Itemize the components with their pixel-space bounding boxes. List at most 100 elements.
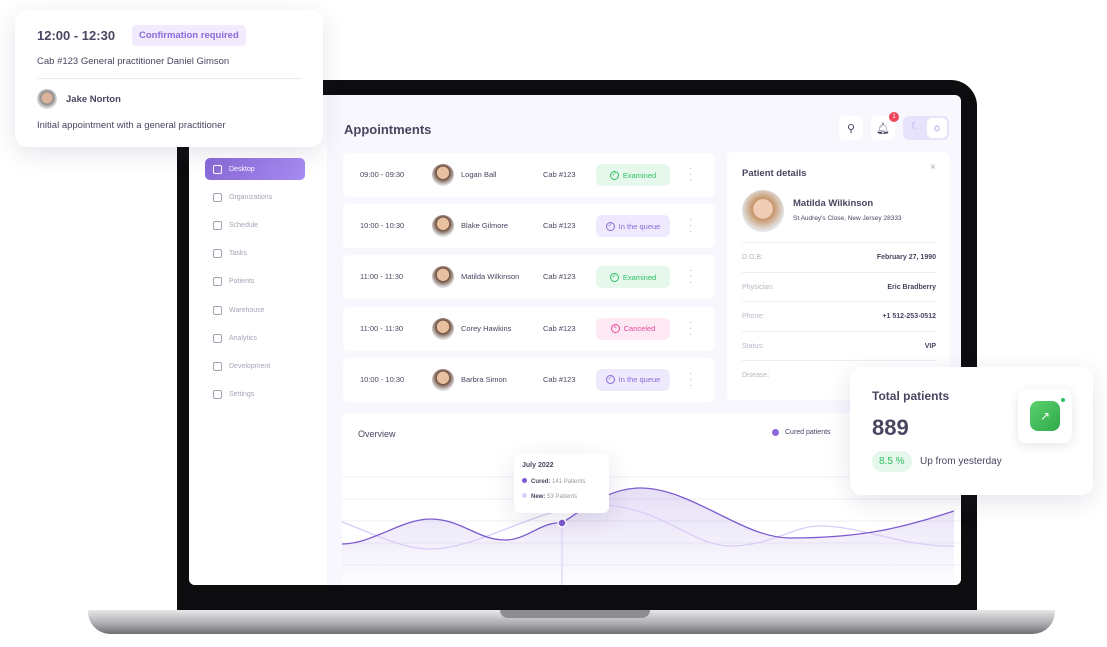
flag-icon — [213, 192, 222, 202]
notifications-button[interactable]: 🔔︎ — [871, 116, 895, 140]
appointment-row[interactable]: 09:00 - 09:30 Logan Ball Cab #123 ✓ Exami… — [343, 153, 715, 197]
grid-icon — [213, 164, 222, 174]
sidebar-item-patients[interactable]: Patients — [205, 271, 305, 293]
overview-title: Overview — [358, 429, 396, 439]
status-badge: × Canceled — [596, 317, 670, 340]
appointment-time: 09:00 - 09:30 — [360, 170, 405, 179]
appointment-row[interactable]: 11:00 - 11:30 Matilda Wilkinson Cab #123… — [343, 255, 715, 300]
notification-badge: 1 — [889, 112, 899, 122]
tooltip-cured-value: 141 Patients — [552, 479, 586, 485]
sidebar-item-label: Analytics — [229, 334, 258, 342]
bolt-icon — [213, 361, 222, 371]
change-text: Up from yesterday — [920, 456, 1002, 467]
appointment-popup: 12:00 - 12:30 Confirmation required Cab … — [15, 10, 323, 147]
check-circle-icon: ✓ — [609, 272, 619, 282]
sidebar-item-desktop[interactable]: Desktop — [205, 158, 305, 180]
sidebar-item-label: Tasks — [229, 250, 247, 258]
patient-name: Barbra Simon — [461, 374, 507, 384]
sidebar-item-label: Desktop — [229, 165, 255, 173]
status-dot — [1061, 398, 1065, 402]
sidebar-item-organizations[interactable]: Organizations — [205, 186, 305, 208]
appointment-row[interactable]: 10:00 - 10:30 Barbra Simon Cab #123 ✓ In … — [343, 357, 715, 402]
check-circle-icon: ✓ — [609, 170, 619, 180]
detail-value: +1 512-253-0512 — [882, 313, 936, 321]
total-value: 889 — [872, 415, 909, 440]
avatar — [37, 89, 57, 109]
sidebar: Desktop Organizations Schedule Tasks Patient… — [189, 95, 327, 585]
detail-value: VIP — [924, 342, 936, 350]
detail-value: Eric Bradberry — [887, 283, 936, 291]
patient-name: Matilda Wilkinson — [793, 198, 874, 209]
trend-tile: ↗ — [1018, 389, 1072, 443]
cabinet: Cab #123 — [543, 323, 576, 333]
sidebar-item-analytics[interactable]: Analytics — [205, 327, 305, 349]
status-badge: ✓ In the queue — [596, 368, 670, 391]
sidebar-item-development[interactable]: Development — [205, 355, 305, 377]
sidebar-item-label: Settings — [229, 391, 255, 399]
total-patients-card: Total patients 889 8.5 % Up from yesterd… — [850, 367, 1093, 495]
avatar — [432, 368, 454, 391]
sidebar-item-label: Schedule — [229, 221, 259, 229]
sidebar-item-schedule[interactable]: Schedule — [205, 214, 305, 236]
laptop-notch — [500, 610, 650, 618]
sidebar-item-label: Patients — [229, 278, 255, 286]
cabinet: Cab #123 — [543, 374, 576, 384]
popup-cabinet: Cab #123 General practitioner Daniel Gim… — [37, 56, 230, 67]
appointment-time: 11:00 - 11:30 — [360, 272, 404, 282]
sidebar-item-settings[interactable]: Settings — [205, 384, 305, 406]
avatar — [432, 164, 454, 186]
overview-chart-card: Overview Cured patients July 2022 Cured:… — [342, 413, 961, 585]
panel-title: Patient details — [742, 168, 807, 179]
sidebar-item-label: Development — [229, 362, 271, 370]
new-patients-line — [342, 504, 955, 550]
total-title: Total patients — [872, 389, 950, 403]
close-icon[interactable]: × — [930, 162, 936, 173]
more-options-icon[interactable]: · · · — [689, 265, 693, 289]
sidebar-item-warehouse[interactable]: Warehouse — [205, 299, 305, 321]
appointment-row[interactable]: 11:00 - 11:30 Corey Hawkins Cab #123 × Ca… — [343, 306, 715, 351]
theme-toggle[interactable]: ☾ ☼ — [903, 116, 949, 140]
sidebar-item-tasks[interactable]: Tasks — [205, 243, 305, 265]
check-circle-icon: ✓ — [605, 221, 615, 231]
bell-icon: 🔔︎ — [876, 122, 890, 135]
legend-label: Cured patients — [785, 429, 831, 436]
calendar-icon — [213, 220, 222, 230]
divider — [37, 78, 302, 79]
x-circle-icon: × — [610, 324, 620, 334]
gear-icon — [213, 390, 222, 400]
hover-point[interactable] — [557, 518, 567, 528]
cabinet: Cab #123 — [543, 272, 576, 282]
popup-status-badge: Confirmation required — [132, 25, 246, 46]
search-button[interactable]: ⚲ — [839, 116, 863, 140]
more-options-icon[interactable]: · · · — [689, 214, 693, 238]
legend-dot — [772, 429, 779, 436]
patient-address: St Audrey's Close, New Jersey 28333 — [793, 215, 902, 222]
appointment-row[interactable]: 10:00 - 10:30 Blake Gilmore Cab #123 ✓ In… — [343, 204, 715, 249]
more-options-icon[interactable]: · · · — [689, 316, 693, 340]
appointment-time: 10:00 - 10:30 — [360, 221, 405, 231]
detail-row: Phone: +1 512-253-0512 — [742, 301, 936, 331]
more-options-icon[interactable]: · · · — [689, 163, 693, 186]
more-options-icon[interactable]: · · · — [689, 367, 693, 391]
patient-details-panel: Patient details × Matilda Wilkinson St A… — [727, 152, 950, 400]
detail-label: Disease: — [742, 372, 770, 380]
cabinet: Cab #123 — [543, 170, 576, 179]
avatar — [432, 266, 454, 289]
patient-name: Logan Ball — [461, 170, 497, 179]
trend-up-icon: ↗ — [1030, 401, 1060, 431]
popup-note: Initial appointment with a general pract… — [37, 120, 226, 131]
tooltip-cured-label: Cured: — [531, 479, 551, 485]
avatar — [432, 317, 454, 340]
page-title: Appointments — [344, 122, 432, 137]
patient-avatar — [742, 190, 784, 232]
patient-name: Corey Hawkins — [461, 323, 512, 333]
sun-icon[interactable]: ☼ — [927, 118, 947, 138]
sidebar-item-label: Warehouse — [229, 306, 265, 314]
tooltip-month: July 2022 — [522, 462, 554, 469]
popup-patient-name: Jake Norton — [66, 94, 121, 105]
appointment-time: 11:00 - 11:30 — [360, 323, 404, 333]
moon-icon[interactable]: ☾ — [911, 121, 920, 132]
sidebar-item-label: Organizations — [229, 193, 273, 201]
detail-label: Phone: — [742, 313, 765, 321]
app-screen: Desktop Organizations Schedule Tasks Patient… — [189, 95, 961, 585]
